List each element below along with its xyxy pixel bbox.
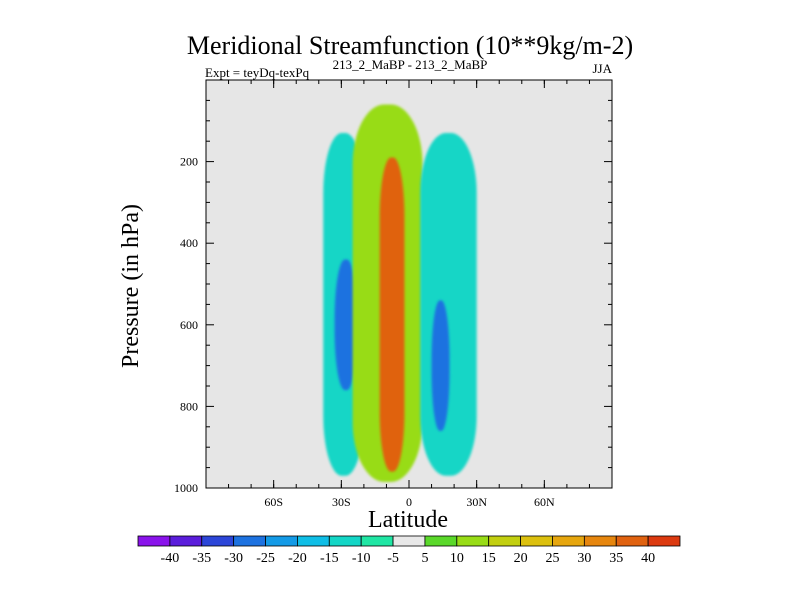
colorbar-label: -5 <box>387 551 399 566</box>
subtitle-right: JJA <box>592 61 612 76</box>
x-tick-label: 30N <box>466 495 487 509</box>
subtitle-left: Expt = teyDq-texPq <box>205 65 310 80</box>
colorbar: -40 -35 -30 -25 -20 -15 -10 -5 5 10 15 20 25 30 35 40 <box>137 535 681 566</box>
colorbar-swatch <box>647 535 681 547</box>
y-tick-label: 800 <box>180 399 198 413</box>
y-tick-label: 1000 <box>174 481 198 495</box>
colorbar-swatch <box>169 535 203 547</box>
colorbar-label: 5 <box>421 551 428 566</box>
colorbar-swatch <box>583 535 617 547</box>
colorbar-label: -15 <box>320 551 339 566</box>
colorbar-label: -35 <box>192 551 211 566</box>
subtitle-center: 213_2_MaBP - 213_2_MaBP <box>333 57 488 72</box>
colorbar-swatch <box>137 535 171 547</box>
x-tick-label: 30S <box>332 495 351 509</box>
contour-fills <box>323 104 477 482</box>
colorbar-label: 40 <box>641 551 655 566</box>
x-tick-label: 0 <box>406 495 412 509</box>
colorbar-label: 10 <box>450 551 464 566</box>
southern-cell-core <box>334 259 358 391</box>
x-axis-label: Latitude <box>368 507 448 533</box>
x-tick-label: 60S <box>264 495 283 509</box>
x-tick-label: 60N <box>534 495 555 509</box>
colorbar-swatch <box>615 535 649 547</box>
colorbar-label: 20 <box>514 551 528 566</box>
y-axis: 200 400 600 800 1000 <box>174 99 612 495</box>
x-axis: 60S 30S 0 30N 60N <box>228 80 590 509</box>
colorbar-label: -25 <box>256 551 275 566</box>
colorbar-swatch <box>488 535 521 547</box>
colorbar-swatch <box>233 535 266 547</box>
colorbar-label: -10 <box>352 551 371 566</box>
colorbar-swatch <box>360 535 394 547</box>
y-axis-label: Pressure (in hPa) <box>118 204 144 368</box>
colorbar-label: 35 <box>609 551 623 566</box>
colorbar-swatch <box>392 535 426 547</box>
colorbar-label: 15 <box>482 551 496 566</box>
colorbar-label: -30 <box>224 551 243 566</box>
colorbar-swatch <box>552 535 585 547</box>
y-tick-label: 600 <box>180 318 198 332</box>
colorbar-label: 25 <box>545 551 559 566</box>
colorbar-label: -40 <box>161 551 180 566</box>
colorbar-swatch <box>265 535 298 547</box>
colorbar-label: -20 <box>288 551 307 566</box>
y-tick-label: 200 <box>180 155 198 169</box>
chart-title: Meridional Streamfunction (10**9kg/m-2) <box>187 31 633 60</box>
equatorial-cell-core <box>379 157 405 472</box>
colorbar-swatch <box>201 535 235 547</box>
colorbar-swatch <box>456 535 490 547</box>
colorbar-swatch <box>520 535 553 547</box>
colorbar-swatch <box>328 535 362 547</box>
northern-cell-core <box>431 300 450 431</box>
colorbar-swatch <box>297 535 330 547</box>
northern-cell-outer <box>420 133 477 476</box>
colorbar-swatch <box>424 535 458 547</box>
y-tick-label: 400 <box>180 236 198 250</box>
colorbar-label: 30 <box>577 551 591 566</box>
